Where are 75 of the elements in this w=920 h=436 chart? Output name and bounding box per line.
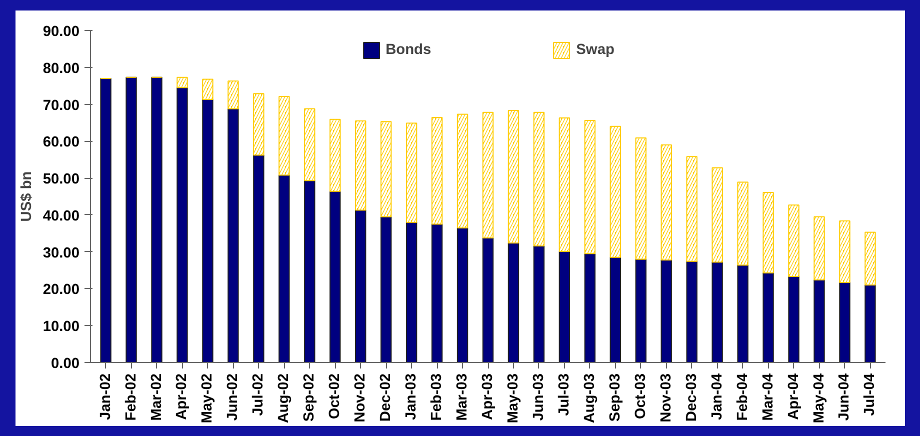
bar bbox=[737, 264, 748, 362]
legend-label: Swap bbox=[576, 42, 614, 58]
bar bbox=[355, 210, 366, 362]
bar bbox=[814, 279, 825, 362]
bar bbox=[278, 174, 290, 362]
x-tick-label: Aug-03 bbox=[582, 373, 598, 424]
bar bbox=[864, 284, 876, 362]
x-tick-label: Jan-02 bbox=[98, 373, 114, 420]
bar bbox=[533, 245, 545, 362]
bar bbox=[330, 190, 341, 362]
x-tick-label: Mar-04 bbox=[760, 372, 776, 421]
bar bbox=[406, 222, 418, 362]
x-tick-label: Dec-02 bbox=[378, 373, 394, 422]
bar bbox=[304, 180, 316, 362]
x-tick-label: May-02 bbox=[200, 373, 216, 424]
x-tick-label: May-04 bbox=[811, 372, 828, 424]
bar bbox=[151, 76, 162, 362]
bar bbox=[558, 250, 570, 362]
y-tick-label: 90.00 bbox=[42, 24, 80, 40]
bar bbox=[762, 272, 774, 362]
x-tick-label: Aug-02 bbox=[276, 373, 292, 424]
bar bbox=[456, 227, 468, 362]
x-tick-label: Mar-03 bbox=[454, 373, 471, 421]
x-tick-label: Sep-03 bbox=[607, 374, 624, 422]
bar bbox=[508, 242, 520, 362]
bar bbox=[253, 154, 264, 362]
bar bbox=[712, 262, 723, 362]
y-tick-label: 30.00 bbox=[42, 245, 80, 262]
x-tick-label: Apr-04 bbox=[786, 372, 802, 420]
bar bbox=[126, 76, 137, 362]
bar bbox=[584, 253, 596, 362]
x-tick-label: Apr-03 bbox=[480, 373, 496, 420]
x-tick-label: May-03 bbox=[505, 373, 522, 424]
bar bbox=[839, 282, 850, 362]
x-tick-label: Sep-02 bbox=[302, 374, 318, 422]
x-tick-label: Jun-03 bbox=[530, 373, 547, 421]
bar bbox=[686, 260, 698, 362]
x-tick-label: Mar-02 bbox=[148, 373, 165, 421]
x-tick-label: Jul-02 bbox=[250, 374, 267, 416]
x-tick-label: Jul-04 bbox=[862, 372, 878, 416]
bar bbox=[100, 78, 112, 362]
y-tick-label: 20.00 bbox=[42, 282, 80, 298]
x-tick-label: Feb-03 bbox=[429, 373, 446, 421]
x-tick-label: Jun-02 bbox=[225, 373, 242, 421]
y-tick-label: 70.00 bbox=[42, 98, 80, 114]
x-tick-label: Jan-04 bbox=[709, 372, 726, 420]
x-tick-label: Feb-02 bbox=[123, 373, 140, 421]
bar bbox=[482, 237, 494, 362]
bar bbox=[228, 108, 239, 362]
x-tick-label: Dec-03 bbox=[684, 373, 700, 422]
x-tick-label: Jun-04 bbox=[836, 372, 853, 421]
bar bbox=[788, 276, 800, 362]
x-tick-label: Nov-03 bbox=[658, 373, 674, 422]
y-tick-label: 50.00 bbox=[42, 172, 80, 188]
x-tick-label: Jan-03 bbox=[404, 373, 420, 420]
x-tick-label: Oct-02 bbox=[327, 373, 344, 420]
y-tick-label: 10.00 bbox=[42, 319, 80, 336]
bar bbox=[635, 258, 646, 362]
bar bbox=[610, 256, 621, 362]
x-tick-label: Apr-02 bbox=[174, 373, 190, 420]
y-tick-label: 80.00 bbox=[42, 60, 80, 77]
y-tick-label: 60.00 bbox=[42, 134, 80, 151]
y-axis-title: US$ bn bbox=[18, 171, 35, 222]
bar bbox=[431, 224, 443, 362]
y-tick-label: 40.00 bbox=[42, 208, 80, 224]
bar bbox=[202, 98, 214, 362]
x-tick-label: Nov-02 bbox=[352, 373, 369, 422]
x-tick-label: Feb-04 bbox=[734, 372, 751, 421]
y-tick-label: 0.00 bbox=[50, 356, 80, 372]
bar bbox=[660, 259, 672, 362]
bar bbox=[176, 87, 188, 362]
x-tick-label: Jul-03 bbox=[556, 374, 572, 416]
x-tick-label: Oct-03 bbox=[632, 373, 649, 420]
legend-label: Bonds bbox=[386, 42, 432, 58]
bar bbox=[380, 216, 392, 362]
